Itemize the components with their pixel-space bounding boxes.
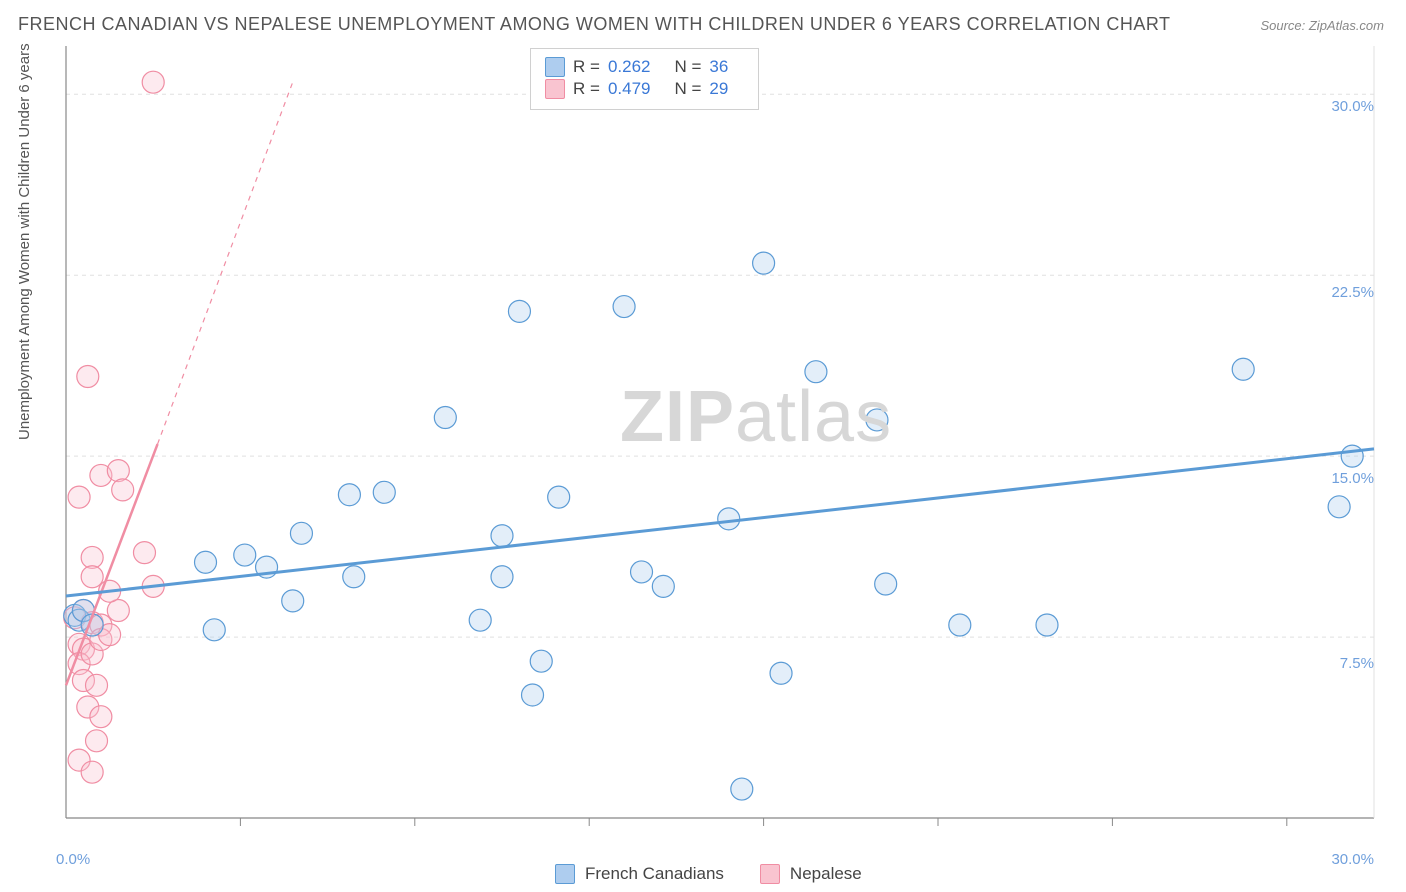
chart-title: FRENCH CANADIAN VS NEPALESE UNEMPLOYMENT…: [18, 14, 1171, 35]
ytick-label: 7.5%: [1340, 655, 1374, 672]
source-label: Source:: [1260, 18, 1308, 33]
stats-row: R = 0.262 N = 36: [545, 57, 744, 77]
r-value-b: 0.479: [608, 79, 651, 99]
y-axis-label: Unemployment Among Women with Children U…: [16, 43, 33, 440]
scatter-chart-svg: [60, 46, 1380, 838]
swatch-series-a: [545, 57, 565, 77]
source-attribution: Source: ZipAtlas.com: [1260, 18, 1384, 33]
xtick-label-max: 30.0%: [1331, 851, 1374, 868]
swatch-series-a: [555, 864, 575, 884]
ytick-label: 30.0%: [1331, 98, 1374, 115]
series-legend: French Canadians Nepalese: [555, 864, 862, 884]
chart-area: ZIPatlas 30.0% 22.5% 15.0% 7.5% 0.0% 30.…: [60, 46, 1380, 838]
correlation-stats-box: R = 0.262 N = 36 R = 0.479 N = 29: [530, 48, 759, 110]
r-label: R =: [573, 57, 600, 77]
legend-label-b: Nepalese: [790, 864, 862, 884]
swatch-series-b: [760, 864, 780, 884]
r-value-a: 0.262: [608, 57, 651, 77]
n-label: N =: [674, 57, 701, 77]
legend-item: Nepalese: [760, 864, 862, 884]
ytick-label: 15.0%: [1331, 470, 1374, 487]
n-value-a: 36: [709, 57, 728, 77]
swatch-series-b: [545, 79, 565, 99]
n-label: N =: [674, 79, 701, 99]
stats-row: R = 0.479 N = 29: [545, 79, 744, 99]
xtick-label-min: 0.0%: [56, 851, 90, 868]
ytick-label: 22.5%: [1331, 284, 1374, 301]
n-value-b: 29: [709, 79, 728, 99]
source-value: ZipAtlas.com: [1309, 18, 1384, 33]
legend-label-a: French Canadians: [585, 864, 724, 884]
legend-item: French Canadians: [555, 864, 724, 884]
r-label: R =: [573, 79, 600, 99]
